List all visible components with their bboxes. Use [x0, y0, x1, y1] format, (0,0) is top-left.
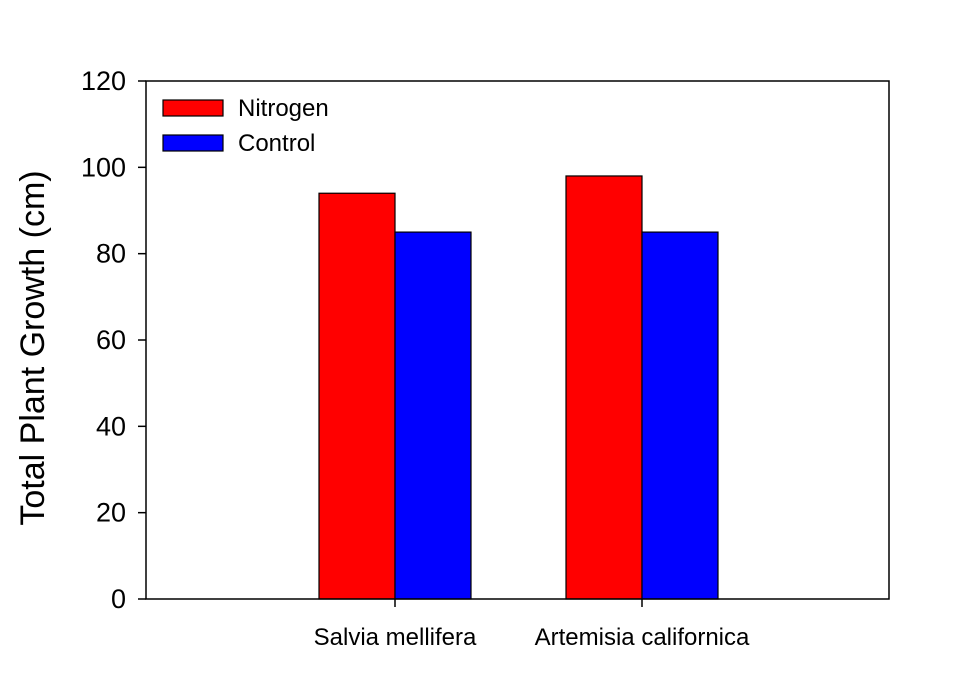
y-tick-label: 40 [96, 411, 126, 441]
bars-group [318, 175, 719, 600]
bar-control-2 [641, 231, 719, 600]
legend-label-control: Control [238, 130, 315, 157]
y-tick-label: 60 [96, 325, 126, 355]
y-tick-label: 80 [96, 239, 126, 269]
y-axis: 0 20 40 60 80 100 120 [81, 66, 146, 614]
y-tick-label: 0 [111, 584, 126, 614]
legend-label-nitrogen: Nitrogen [238, 95, 329, 122]
y-tick-label: 20 [96, 498, 126, 528]
y-tick-label: 100 [81, 152, 126, 182]
x-category-label: Artemisia californica [535, 624, 750, 651]
y-axis-title: Total Plant Growth (cm) [14, 170, 52, 525]
bar-nitrogen-1 [318, 192, 396, 600]
x-axis: Salvia mellifera Artemisia californica [314, 599, 750, 651]
y-tick-label: 120 [81, 66, 126, 96]
bar-nitrogen-2 [565, 175, 643, 600]
legend: Nitrogen Control [162, 95, 329, 157]
x-category-label: Salvia mellifera [314, 624, 477, 651]
legend-swatch-control [162, 134, 224, 152]
legend-swatch-nitrogen [162, 99, 224, 117]
bar-control-1 [394, 231, 472, 600]
